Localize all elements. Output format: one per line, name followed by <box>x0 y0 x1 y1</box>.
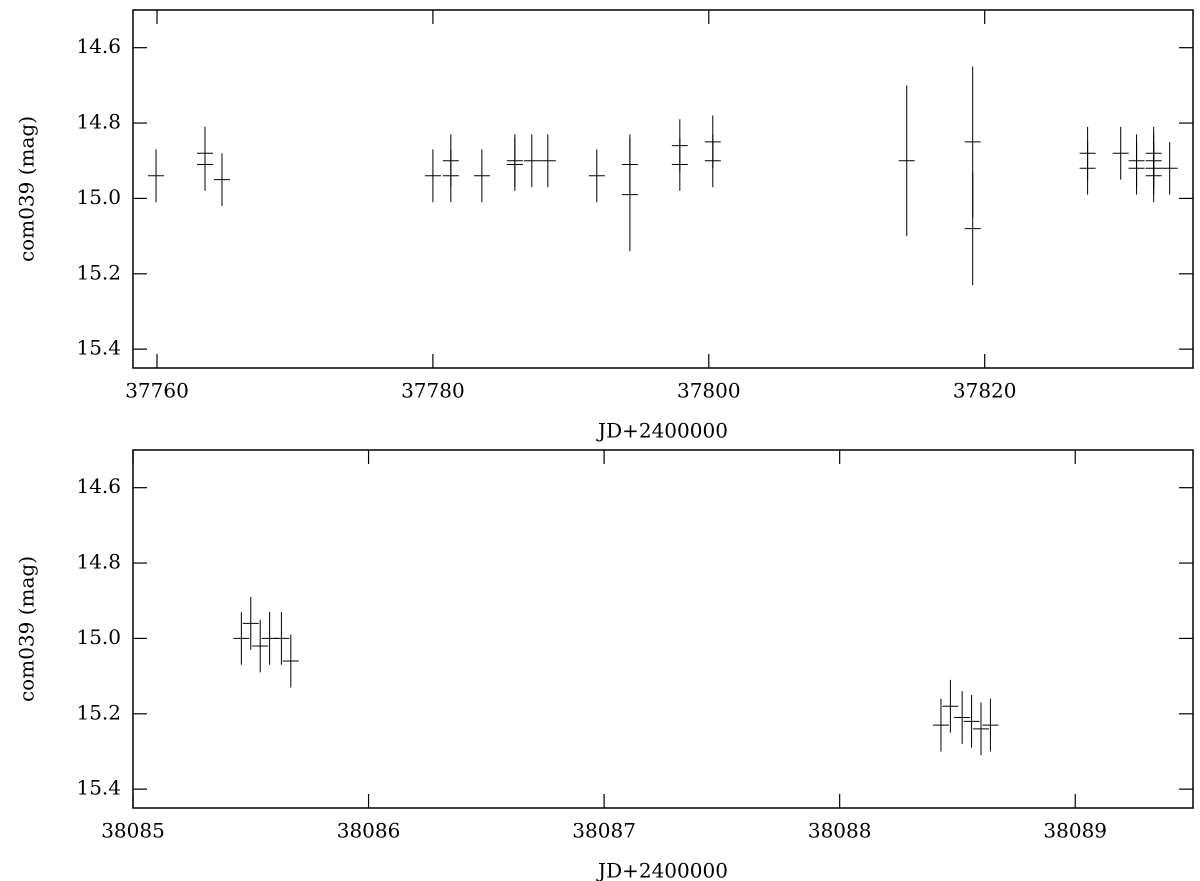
error-point <box>442 149 459 203</box>
y-tick-label: 15.4 <box>76 776 121 800</box>
x-tick-label: 37760 <box>125 379 189 403</box>
error-point <box>982 698 999 752</box>
error-point <box>233 612 250 665</box>
error-point <box>954 691 971 744</box>
error-point <box>621 138 638 252</box>
error-point <box>523 134 540 188</box>
x-axis-label: JD+2400000 <box>596 419 728 443</box>
error-point <box>932 698 949 752</box>
error-point <box>1112 126 1129 180</box>
x-axis-label: JD+2400000 <box>596 859 728 881</box>
x-tick-label: 37780 <box>401 379 465 403</box>
error-point <box>942 679 959 733</box>
error-point <box>473 149 490 203</box>
error-point <box>671 138 688 191</box>
y-tick-label: 15.0 <box>76 625 121 649</box>
error-point <box>588 149 605 203</box>
error-point <box>242 596 259 650</box>
error-point <box>148 149 165 203</box>
x-tick-label: 38085 <box>101 819 165 843</box>
y-tick-label: 14.6 <box>76 34 121 58</box>
x-tick-label: 38086 <box>337 819 401 843</box>
error-point <box>1161 141 1178 195</box>
y-axis-label: com039 (mag) <box>15 556 39 702</box>
y-tick-label: 15.0 <box>76 185 121 209</box>
error-point <box>963 694 980 748</box>
x-tick-label: 38089 <box>1043 819 1107 843</box>
error-point <box>424 149 441 203</box>
x-tick-label: 38088 <box>808 819 872 843</box>
error-point <box>282 634 299 688</box>
plot-frame <box>132 449 1194 809</box>
y-axis-label: com039 (mag) <box>15 116 39 262</box>
error-point <box>973 702 989 756</box>
x-tick-label: 37800 <box>677 379 741 403</box>
x-tick-label: 38087 <box>572 819 636 843</box>
error-point <box>704 134 721 188</box>
y-tick-label: 15.4 <box>76 336 121 360</box>
y-tick-label: 14.6 <box>76 474 121 498</box>
error-point <box>1145 149 1162 203</box>
plot-frame <box>132 9 1194 369</box>
y-tick-label: 14.8 <box>76 550 121 574</box>
error-point <box>197 138 214 191</box>
error-point <box>898 85 915 237</box>
y-tick-label: 15.2 <box>76 260 121 284</box>
error-point <box>964 172 981 286</box>
error-point <box>213 153 230 206</box>
error-point <box>1128 141 1145 195</box>
error-point <box>273 612 290 665</box>
y-tick-label: 14.8 <box>76 110 121 134</box>
error-point <box>539 134 556 188</box>
y-tick-label: 15.2 <box>76 700 121 724</box>
error-point <box>252 619 269 673</box>
error-point <box>1079 141 1096 195</box>
error-point <box>506 138 523 191</box>
x-tick-label: 37820 <box>953 379 1017 403</box>
